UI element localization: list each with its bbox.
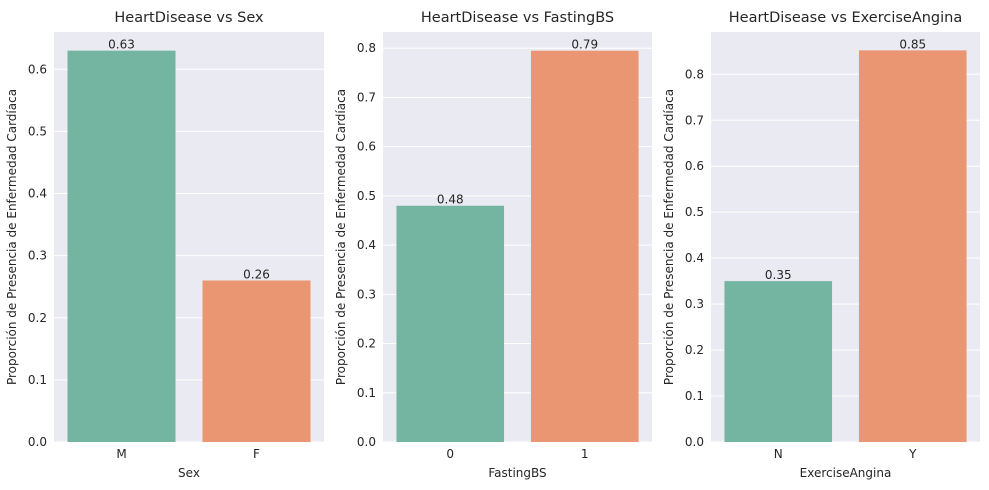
y-tick-label: 0.1 (685, 389, 704, 403)
tick-labels: 0.0 0.1 0.2 0.3 0.4 0.5 0.6 0.7 0.8 0.48 0 0.79 1 (357, 38, 598, 461)
y-tick-label: 0.2 (357, 337, 376, 351)
chart-title: HeartDisease vs Sex (114, 10, 264, 26)
bar-m (67, 50, 176, 443)
y-tick-label: 0.0 (357, 435, 376, 449)
y-axis-label: Proporción de Presencia de Enfermedad Ca… (5, 89, 19, 385)
bar-value-label: 0.85 (899, 37, 926, 51)
y-tick-label: 0.3 (357, 287, 376, 301)
bar-value-label: 0.35 (765, 268, 792, 282)
y-tick-label: 0.5 (357, 189, 376, 203)
bars (724, 50, 967, 442)
bar-f (202, 280, 311, 442)
y-tick-label: 0.8 (357, 41, 376, 55)
x-axis-label: ExerciseAngina (800, 466, 892, 480)
chart-title: HeartDisease vs FastingBS (421, 10, 614, 26)
x-tick-label: 0 (446, 447, 454, 461)
y-tick-label: 0.6 (357, 140, 376, 154)
y-axis-label: Proporción de Presencia de Enfermedad Ca… (334, 89, 348, 385)
y-tick-label: 0.7 (685, 113, 704, 127)
y-tick-label: 0.0 (685, 435, 704, 449)
tick-labels: 0.0 0.1 0.2 0.3 0.4 0.5 0.6 0.7 0.8 0.35 N 0.85 Y (685, 37, 926, 461)
y-tick-label: 0.2 (685, 343, 704, 357)
bar-value-label: 0.26 (243, 267, 270, 281)
tick-labels: 0.0 0.1 0.2 0.3 0.4 0.5 0.6 0.63 M 0.26 F (28, 38, 270, 461)
x-tick-label: 1 (581, 447, 589, 461)
bar-value-label: 0.79 (571, 38, 598, 52)
chart-panel-exerciseangina: 0.0 0.1 0.2 0.3 0.4 0.5 0.6 0.7 0.8 0.35 N 0.85 Y He… (662, 10, 980, 480)
bar-value-label: 0.63 (108, 38, 135, 52)
y-tick-label: 0.7 (357, 90, 376, 104)
x-tick-label: F (253, 447, 260, 461)
y-tick-label: 0.3 (685, 297, 704, 311)
y-tick-label: 0.8 (685, 67, 704, 81)
bar-y (858, 50, 967, 442)
bars (396, 50, 639, 442)
y-tick-label: 0.4 (357, 238, 376, 252)
y-tick-label: 0.4 (28, 187, 47, 201)
y-tick-label: 0.2 (28, 311, 47, 325)
bar-value-label: 0.48 (437, 193, 464, 207)
bar-0 (396, 205, 505, 442)
x-axis-label: FastingBS (488, 466, 546, 480)
bars (67, 50, 311, 443)
x-tick-label: M (116, 447, 126, 461)
x-tick-label: Y (908, 447, 917, 461)
y-tick-label: 0.4 (685, 251, 704, 265)
y-tick-label: 0.5 (685, 205, 704, 219)
chart-panel-sex: 0.0 0.1 0.2 0.3 0.4 0.5 0.6 0.63 M 0.26 F HeartDis… (5, 10, 324, 480)
bar-1 (530, 50, 639, 442)
chart-panel-fastingbs: 0.0 0.1 0.2 0.3 0.4 0.5 0.6 0.7 0.8 0.48 0 0.79 1 He… (334, 10, 652, 480)
y-tick-label: 0.1 (28, 373, 47, 387)
y-tick-label: 0.6 (28, 62, 47, 76)
y-tick-label: 0.5 (28, 124, 47, 138)
y-tick-label: 0.3 (28, 249, 47, 263)
chart-title: HeartDisease vs ExerciseAngina (729, 10, 963, 26)
bar-n (724, 281, 833, 442)
y-tick-label: 0.0 (28, 435, 47, 449)
x-axis-label: Sex (178, 466, 200, 480)
y-tick-label: 0.6 (685, 159, 704, 173)
x-tick-label: N (774, 447, 783, 461)
y-tick-label: 0.1 (357, 386, 376, 400)
y-axis-label: Proporción de Presencia de Enfermedad Ca… (662, 89, 676, 385)
